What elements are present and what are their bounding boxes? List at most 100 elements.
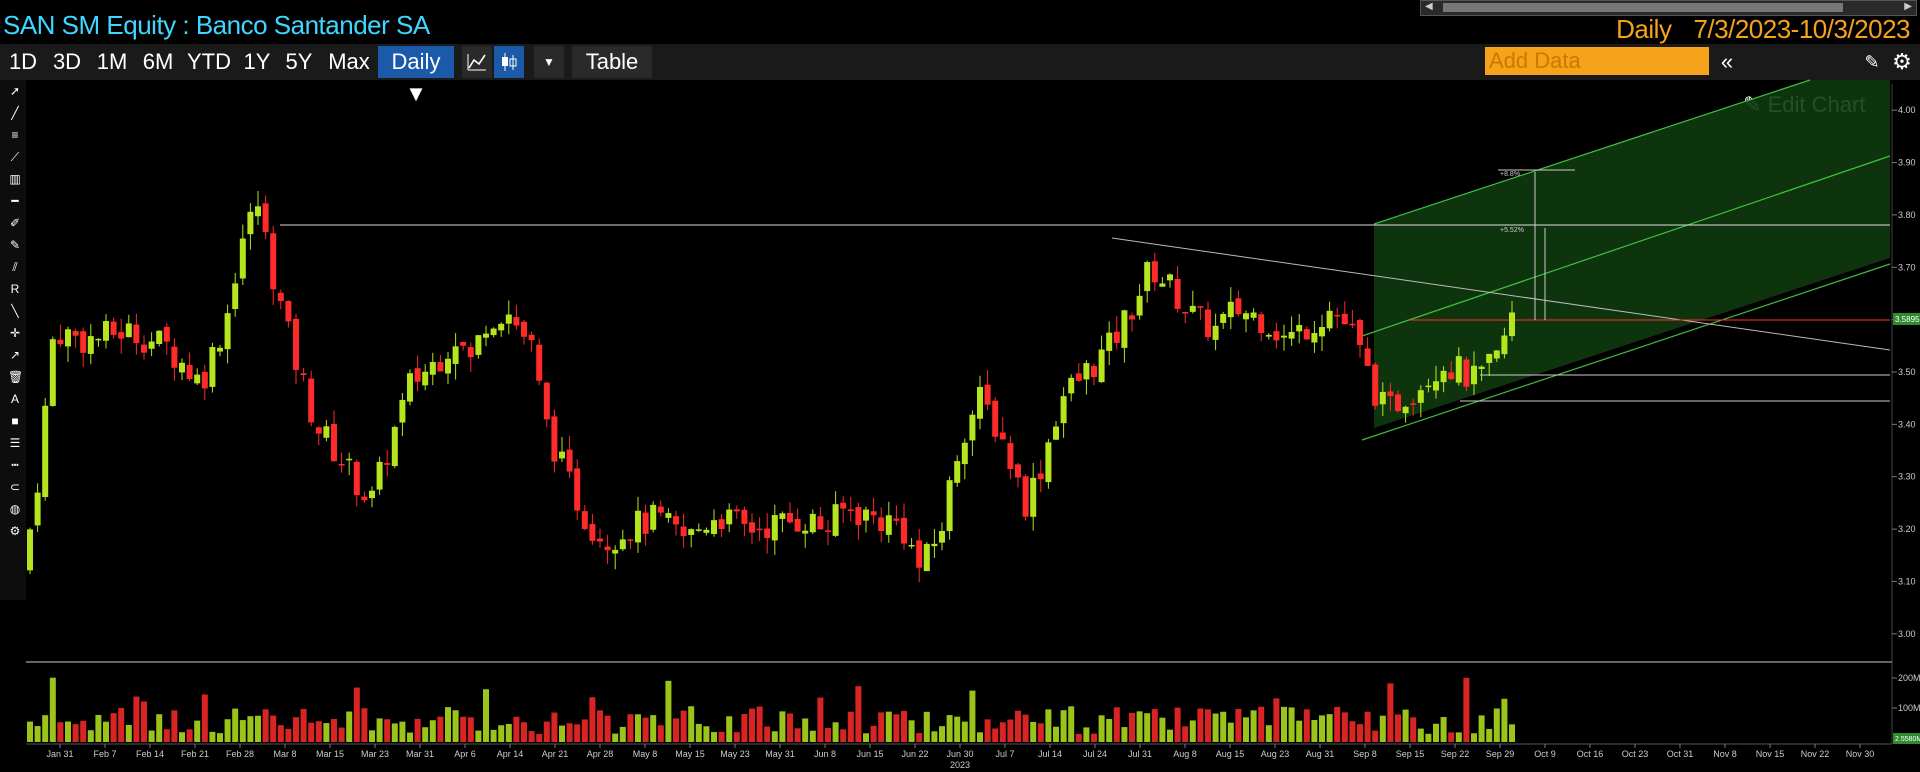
fill-color-icon[interactable]: ■: [11, 414, 19, 428]
candle: [460, 341, 467, 351]
y-tick-label: 3.60: [1898, 315, 1916, 325]
x-tick-label: Nov 15: [1756, 749, 1785, 759]
color-palette-icon[interactable]: ◍: [9, 502, 21, 516]
volume-bar: [498, 725, 505, 742]
trash-icon[interactable]: 🗑: [8, 370, 24, 384]
x-tick-label: Jul 31: [1128, 749, 1152, 759]
candle: [346, 452, 353, 476]
candle-body: [239, 238, 246, 279]
range-max-button[interactable]: Max: [326, 46, 372, 78]
add-data-input[interactable]: Add Data: [1485, 47, 1709, 75]
scrollbar-thumb[interactable]: [1443, 3, 1843, 12]
candle-body: [521, 321, 527, 337]
text-tool-icon[interactable]: A: [10, 392, 19, 406]
range-1y-button[interactable]: 1Y: [242, 46, 272, 78]
volume-bar: [817, 697, 824, 742]
volume-bar: [201, 694, 208, 742]
candle-body: [87, 336, 94, 354]
candle: [1303, 326, 1310, 341]
volume-bar: [391, 723, 398, 742]
scroll-left-icon[interactable]: ◀: [1425, 1, 1433, 12]
time-scrollbar[interactable]: ◀ ▶: [1420, 0, 1917, 16]
range-6m-button[interactable]: 6M: [140, 46, 176, 78]
line-width-icon[interactable]: ☰: [9, 436, 21, 450]
frequency-dropdown[interactable]: Daily ▼: [378, 46, 454, 106]
crosshair-icon[interactable]: ✛: [9, 326, 21, 340]
volume-bar: [141, 701, 147, 742]
chart-type-dropdown-icon[interactable]: ▼: [534, 46, 564, 78]
range-1m-button[interactable]: 1M: [94, 46, 130, 78]
volume-bar: [384, 719, 391, 742]
arrow-tool-icon[interactable]: ↗: [9, 348, 21, 362]
candle-body: [353, 461, 360, 496]
gear-icon[interactable]: ⚙: [1888, 46, 1916, 78]
candle-body: [293, 318, 299, 370]
horizontal-line-icon[interactable]: ━: [11, 194, 19, 208]
volume-bar: [787, 713, 793, 742]
fibonacci-icon[interactable]: ≡: [11, 128, 19, 142]
range-3d-button[interactable]: 3D: [50, 46, 84, 78]
range-ytd-button[interactable]: YTD: [186, 46, 232, 78]
candle: [445, 351, 451, 385]
volume-bar: [627, 714, 634, 742]
channel-mid-line: [1361, 155, 1891, 337]
candle: [407, 369, 413, 406]
trend-line: [1111, 237, 1891, 351]
candle: [1007, 435, 1014, 480]
ray-icon[interactable]: ⟋: [10, 150, 20, 164]
settings-small-icon[interactable]: ⚙: [9, 524, 21, 538]
parallel-lines-icon[interactable]: ⫽: [12, 260, 18, 274]
candle: [429, 352, 436, 386]
table-button[interactable]: Table: [572, 46, 652, 78]
candle: [1205, 301, 1211, 342]
volume-bar: [589, 697, 596, 742]
volume-bar: [1288, 707, 1295, 742]
brush-icon[interactable]: ✐: [9, 216, 21, 230]
collapse-left-icon[interactable]: «: [1712, 46, 1742, 78]
volume-bar: [559, 725, 565, 742]
candle-body: [201, 371, 208, 389]
edit-notes-icon[interactable]: ✎: [1860, 46, 1884, 78]
volume-bar: [574, 724, 581, 742]
volume-bar: [1060, 710, 1067, 742]
pointer-icon[interactable]: ➚: [9, 84, 21, 98]
candle-body: [1493, 350, 1500, 359]
volume-bar: [1068, 706, 1075, 742]
y-tick-label: 3.10: [1898, 576, 1916, 586]
candle-body: [171, 346, 178, 368]
trendline-icon[interactable]: ╱: [11, 106, 19, 120]
candle-body: [498, 323, 505, 331]
candle-body: [315, 427, 322, 434]
candle: [1471, 351, 1477, 396]
candle: [1288, 316, 1295, 346]
volume-bar: [437, 716, 444, 742]
candle: [832, 491, 839, 537]
regression-icon[interactable]: R: [10, 282, 20, 296]
magnet-icon[interactable]: ⊂: [9, 480, 21, 494]
line-tool-icon[interactable]: ╲: [11, 304, 19, 318]
volume-bar: [57, 722, 64, 742]
candlestick-icon[interactable]: [494, 46, 524, 78]
candle-body: [749, 522, 755, 533]
line-style-icon[interactable]: ┅: [11, 458, 19, 472]
candle-body: [923, 543, 930, 572]
range-5y-button[interactable]: 5Y: [282, 46, 316, 78]
candle: [619, 529, 626, 552]
line-chart-icon[interactable]: [462, 46, 492, 78]
candle-body: [445, 358, 451, 374]
scroll-right-icon[interactable]: ▶: [1904, 1, 1912, 12]
pen-icon[interactable]: ✎: [9, 238, 21, 252]
candle: [1258, 311, 1265, 342]
volume-bar: [376, 718, 383, 742]
date-range-display[interactable]: Daily 7/3/2023-10/3/2023: [1616, 14, 1910, 45]
volume-bar: [528, 731, 535, 742]
candle: [513, 304, 520, 330]
channel-icon[interactable]: ▥: [9, 172, 21, 186]
candle: [847, 496, 854, 522]
candle: [1433, 365, 1439, 399]
volume-bar: [855, 686, 862, 742]
candle: [1075, 363, 1082, 382]
edit-chart-button[interactable]: ✎ Edit Chart: [1743, 91, 1865, 119]
range-1d-button[interactable]: 1D: [6, 46, 40, 78]
